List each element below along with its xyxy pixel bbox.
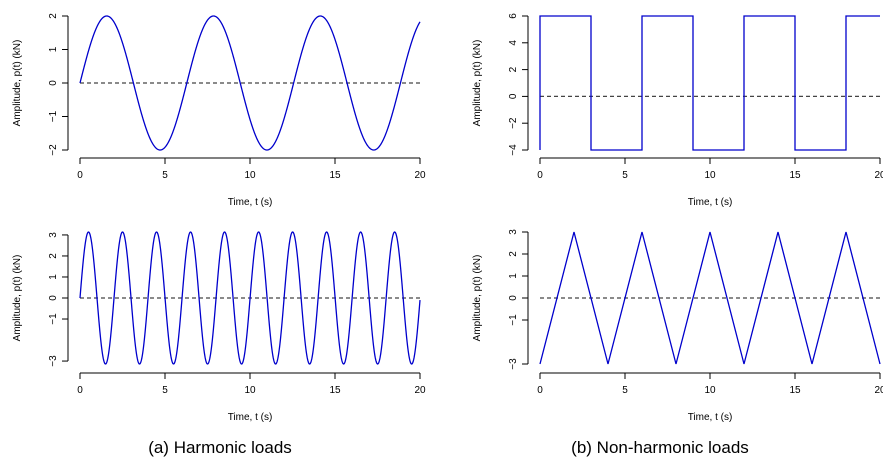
x-tick-label: 10 [704, 170, 716, 181]
x-tick-label: 0 [77, 170, 83, 181]
x-tick-label: 20 [874, 385, 883, 396]
y-tick-label: −2 [48, 144, 59, 156]
x-tick-label: 10 [704, 385, 716, 396]
y-tick-label: −3 [48, 355, 59, 367]
x-tick-label: 0 [77, 385, 83, 396]
x-tick-label: 10 [244, 385, 256, 396]
y-tick-label: −1 [48, 313, 59, 325]
x-tick-label: 10 [244, 170, 256, 181]
series-line [539, 15, 880, 151]
x-axis-label: Time, t (s) [228, 197, 273, 208]
caption-harmonic-loads: (a) Harmonic loads [148, 438, 292, 457]
series-line [79, 15, 421, 151]
y-tick-label: 6 [508, 13, 519, 19]
y-tick-label: 1 [48, 46, 59, 52]
y-tick-label: −1 [48, 110, 59, 122]
y-axis-label: Amplitude, p(t) (kN) [472, 40, 483, 127]
y-tick-label: 1 [508, 273, 519, 279]
series-line [79, 231, 421, 365]
x-tick-label: 5 [622, 385, 628, 396]
y-tick-label: 4 [508, 40, 519, 46]
y-tick-label: 1 [48, 274, 59, 280]
x-axis-label: Time, t (s) [688, 412, 733, 423]
y-tick-label: −1 [508, 314, 519, 326]
plot-panel-3: −3 −1 0 1 2 3 0 5 10 15 20 Time, t (s) Amplitude, p(… [12, 231, 426, 423]
plot-panel-4: −3 −1 0 1 2 3 0 5 10 15 20 Time, t (s) Amplitude, p(… [472, 229, 883, 423]
y-axis-label: Amplitude, p(t) (kN) [472, 255, 483, 342]
x-axis-label: Time, t (s) [228, 412, 273, 423]
x-tick-label: 15 [789, 385, 801, 396]
x-tick-label: 5 [162, 170, 168, 181]
x-tick-label: 20 [874, 170, 883, 181]
y-tick-label: −4 [508, 144, 519, 156]
y-tick-label: 2 [508, 251, 519, 257]
x-tick-label: 15 [789, 170, 801, 181]
y-axis-label: Amplitude, p(t) (kN) [12, 40, 23, 127]
x-tick-label: 20 [414, 170, 426, 181]
x-tick-label: 5 [162, 385, 168, 396]
x-tick-label: 20 [414, 385, 426, 396]
x-axis-label: Time, t (s) [688, 197, 733, 208]
plot-panel-2: −4 −2 0 2 4 6 0 5 10 15 20 Time, t (s) Amplitude, p(… [472, 13, 883, 208]
y-tick-label: −2 [508, 117, 519, 129]
y-tick-label: 3 [48, 232, 59, 238]
x-tick-label: 5 [622, 170, 628, 181]
y-tick-label: 2 [508, 66, 519, 72]
series-line [539, 231, 881, 365]
y-tick-label: 0 [508, 93, 519, 99]
y-tick-label: −3 [508, 358, 519, 370]
x-tick-label: 0 [537, 170, 543, 181]
y-axis-label: Amplitude, p(t) (kN) [12, 255, 23, 342]
y-tick-label: 0 [508, 295, 519, 301]
y-tick-label: 3 [508, 229, 519, 235]
x-tick-label: 15 [329, 385, 341, 396]
y-tick-label: 2 [48, 253, 59, 259]
y-tick-label: 0 [48, 80, 59, 86]
y-tick-label: 0 [48, 295, 59, 301]
x-tick-label: 15 [329, 170, 341, 181]
x-tick-label: 0 [537, 385, 543, 396]
y-tick-label: 2 [48, 13, 59, 19]
caption-non-harmonic-loads: (b) Non-harmonic loads [571, 438, 749, 457]
